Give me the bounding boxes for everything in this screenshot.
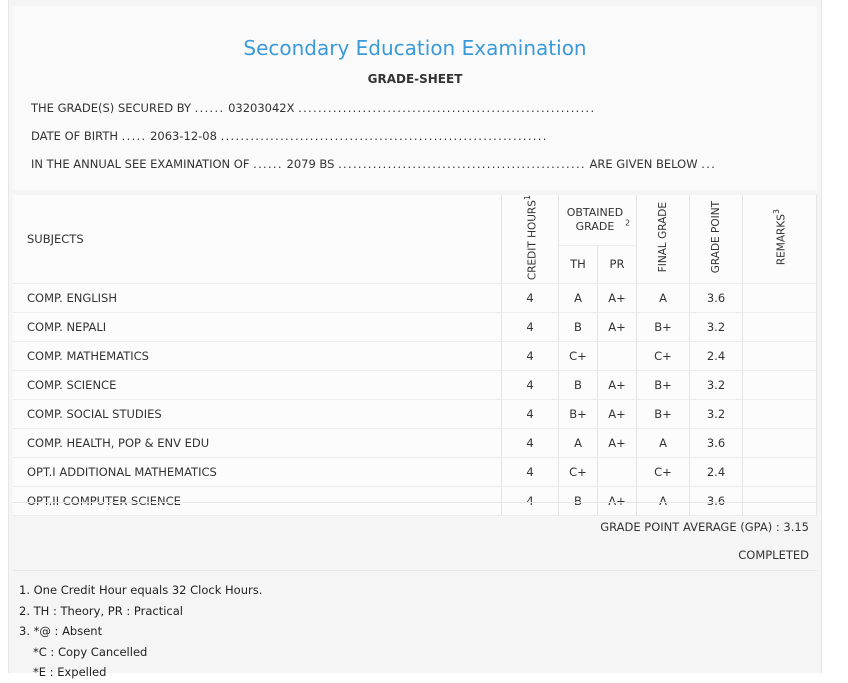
th-grade-cell: B bbox=[558, 312, 598, 343]
th-grade-cell: A bbox=[558, 428, 598, 459]
pr-grade-cell: A+ bbox=[597, 370, 637, 401]
final-grade-cell: B+ bbox=[636, 312, 690, 343]
exam-year: 2079 BS bbox=[286, 157, 335, 171]
subject-cell: COMP. ENGLISH bbox=[13, 283, 502, 314]
pr-grade-cell bbox=[597, 457, 637, 488]
dob-label: DATE OF BIRTH bbox=[31, 129, 119, 143]
credit-cell: 4 bbox=[501, 486, 559, 517]
subject-cell: COMP. SOCIAL STUDIES bbox=[13, 399, 502, 430]
secured-by-line: THE GRADE(S) SECURED BY ...... 03203042X… bbox=[31, 101, 596, 115]
subject-cell: COMP. HEALTH, POP & ENV EDU bbox=[13, 428, 502, 459]
grade-point-cell: 3.6 bbox=[689, 283, 743, 314]
table-row: COMP. SCIENCE 4 B A+ B+ 3.2 bbox=[13, 370, 817, 401]
footnotes: 1. One Credit Hour equals 32 Clock Hours… bbox=[19, 580, 262, 683]
header-panel bbox=[13, 6, 817, 190]
pr-grade-cell: A+ bbox=[597, 399, 637, 430]
pr-grade-cell: A+ bbox=[597, 312, 637, 343]
credit-cell: 4 bbox=[501, 428, 559, 459]
gpa-value: GRADE POINT AVERAGE (GPA) : 3.15 bbox=[600, 520, 809, 534]
final-grade-cell: C+ bbox=[636, 341, 690, 372]
th-grade-cell: C+ bbox=[558, 457, 598, 488]
table-row: COMP. ENGLISH 4 A A+ A 3.6 bbox=[13, 283, 817, 314]
dob-line: DATE OF BIRTH ..... 2063-12-08 .........… bbox=[31, 129, 548, 143]
table-row: COMP. MATHEMATICS 4 C+ C+ 2.4 bbox=[13, 341, 817, 372]
given-below-label: ARE GIVEN BELOW bbox=[589, 157, 698, 171]
remarks-cell bbox=[742, 341, 817, 372]
th-grade-cell: A bbox=[558, 283, 598, 314]
credit-cell: 4 bbox=[501, 283, 559, 314]
divider bbox=[13, 570, 817, 571]
grade-sheet: Secondary Education Examination GRADE-SH… bbox=[8, 0, 822, 679]
remarks-cell bbox=[742, 486, 817, 517]
credit-cell: 4 bbox=[501, 370, 559, 401]
pr-grade-cell: A+ bbox=[597, 428, 637, 459]
header-remarks: REMARKS3 bbox=[742, 195, 817, 285]
table-row: COMP. SOCIAL STUDIES 4 B+ A+ B+ 3.2 bbox=[13, 399, 817, 430]
subject-cell: OPT.II COMPUTER SCIENCE bbox=[13, 486, 502, 517]
page-title: Secondary Education Examination bbox=[243, 36, 587, 60]
grade-point-cell: 2.4 bbox=[689, 457, 743, 488]
table-row: COMP. HEALTH, POP & ENV EDU 4 A A+ A 3.6 bbox=[13, 428, 817, 459]
remarks-cell bbox=[742, 370, 817, 401]
grade-point-cell: 3.2 bbox=[689, 399, 743, 430]
date-of-birth: 2063-12-08 bbox=[150, 129, 217, 143]
grade-point-cell: 3.2 bbox=[689, 370, 743, 401]
divider bbox=[13, 502, 817, 503]
final-grade-cell: A bbox=[636, 283, 690, 314]
th-grade-cell: B+ bbox=[558, 399, 598, 430]
footnote-3: 3. *@ : Absent bbox=[19, 624, 103, 638]
header-subjects: SUBJECTS bbox=[13, 195, 502, 285]
credit-cell: 4 bbox=[501, 457, 559, 488]
exam-label: IN THE ANNUAL SEE EXAMINATION OF bbox=[31, 157, 250, 171]
final-grade-cell: B+ bbox=[636, 370, 690, 401]
remarks-cell bbox=[742, 399, 817, 430]
secured-by-label: THE GRADE(S) SECURED BY bbox=[31, 101, 192, 115]
th-grade-cell: B bbox=[558, 486, 598, 517]
footnote-3-copy-cancelled: *C : Copy Cancelled bbox=[33, 644, 148, 659]
header-final-grade: FINAL GRADE bbox=[636, 195, 690, 285]
credit-cell: 4 bbox=[501, 341, 559, 372]
footnote-3-expelled: *E : Expelled bbox=[33, 665, 107, 679]
header-obtained-grade: OBTAINED GRADE 2 bbox=[558, 195, 637, 246]
header-grade-point: GRADE POINT bbox=[689, 195, 743, 285]
remarks-cell bbox=[742, 457, 817, 488]
th-grade-cell: B bbox=[558, 370, 598, 401]
header-th: TH bbox=[558, 245, 598, 285]
pr-grade-cell bbox=[597, 341, 637, 372]
pr-grade-cell: A+ bbox=[597, 283, 637, 314]
header-credit-hours: CREDIT HOURS1 bbox=[501, 195, 559, 285]
table-row: OPT.I ADDITIONAL MATHEMATICS 4 C+ C+ 2.4 bbox=[13, 457, 817, 488]
subject-cell: COMP. MATHEMATICS bbox=[13, 341, 502, 372]
th-grade-cell: C+ bbox=[558, 341, 598, 372]
remarks-cell bbox=[742, 428, 817, 459]
symbol-number: 03203042X bbox=[228, 101, 295, 115]
credit-cell: 4 bbox=[501, 399, 559, 430]
page-subtitle: GRADE-SHEET bbox=[367, 72, 463, 86]
table-row: COMP. NEPALI 4 B A+ B+ 3.2 bbox=[13, 312, 817, 343]
subject-cell: COMP. SCIENCE bbox=[13, 370, 502, 401]
final-grade-cell: A bbox=[636, 428, 690, 459]
grade-point-cell: 3.6 bbox=[689, 486, 743, 517]
grade-point-cell: 3.6 bbox=[689, 428, 743, 459]
final-grade-cell: A bbox=[636, 486, 690, 517]
pr-grade-cell: A+ bbox=[597, 486, 637, 517]
status-badge: COMPLETED bbox=[738, 548, 809, 562]
final-grade-cell: B+ bbox=[636, 399, 690, 430]
final-grade-cell: C+ bbox=[636, 457, 690, 488]
header-pr: PR bbox=[597, 245, 637, 285]
grades-table: SUBJECTS CREDIT HOURS1 OBTAINED GRADE 2 F… bbox=[13, 195, 817, 517]
subject-cell: COMP. NEPALI bbox=[13, 312, 502, 343]
table-row: OPT.II COMPUTER SCIENCE 4 B A+ A 3.6 bbox=[13, 486, 817, 517]
remarks-cell bbox=[742, 312, 817, 343]
grade-point-cell: 2.4 bbox=[689, 341, 743, 372]
footnote-1: 1. One Credit Hour equals 32 Clock Hours… bbox=[19, 583, 263, 597]
exam-line: IN THE ANNUAL SEE EXAMINATION OF ...... … bbox=[31, 157, 717, 171]
subject-cell: OPT.I ADDITIONAL MATHEMATICS bbox=[13, 457, 502, 488]
credit-cell: 4 bbox=[501, 312, 559, 343]
footnote-2: 2. TH : Theory, PR : Practical bbox=[19, 603, 183, 618]
remarks-cell bbox=[742, 283, 817, 314]
grade-point-cell: 3.2 bbox=[689, 312, 743, 343]
